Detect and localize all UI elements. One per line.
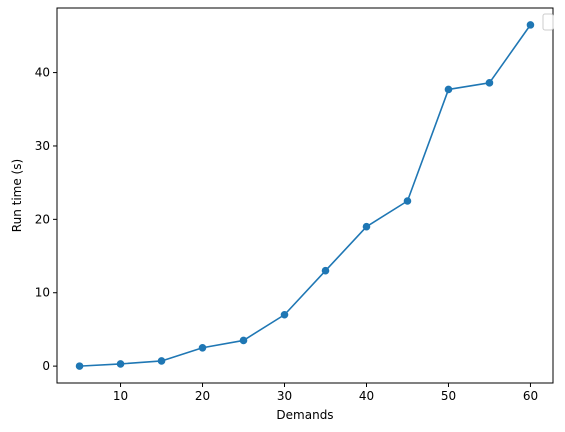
x-tick-label-10: 10 (113, 389, 128, 403)
y-tick-label-30: 30 (35, 139, 50, 153)
data-point-20 (198, 343, 207, 352)
data-point-40 (362, 222, 371, 231)
data-point-10 (116, 360, 125, 368)
data-point-5 (75, 362, 84, 370)
y-tick-label-20: 20 (35, 212, 50, 226)
data-point-45 (403, 197, 412, 205)
y-tick-label-10: 10 (35, 286, 50, 300)
x-tick-label-40: 40 (359, 389, 374, 403)
series-0-line (79, 24, 532, 367)
x-tick-label-50: 50 (441, 389, 456, 403)
y-tick-label-40: 40 (35, 66, 50, 80)
data-point-15 (157, 357, 166, 365)
plot-area-frame (56, 7, 554, 384)
x-tick-label-30: 30 (277, 389, 292, 403)
x-tick-label-60: 60 (523, 389, 538, 403)
data-point-25 (239, 336, 248, 345)
data-point-60 (526, 21, 535, 29)
x-axis-ticks: 10 20 30 40 50 60 (113, 383, 538, 403)
x-tick-label-20: 20 (195, 389, 210, 403)
y-tick-label-0: 0 (42, 359, 50, 373)
data-point-55 (485, 79, 494, 87)
y-axis-label: Run time (s) (10, 159, 24, 232)
series-layer (75, 21, 535, 370)
data-point-35 (321, 266, 330, 275)
x-axis-label: Demands (276, 408, 333, 422)
data-point-30 (280, 310, 289, 319)
legend-box (542, 13, 554, 31)
y-axis-ticks: 0 10 20 30 40 (35, 66, 57, 373)
data-point-50 (444, 85, 453, 94)
